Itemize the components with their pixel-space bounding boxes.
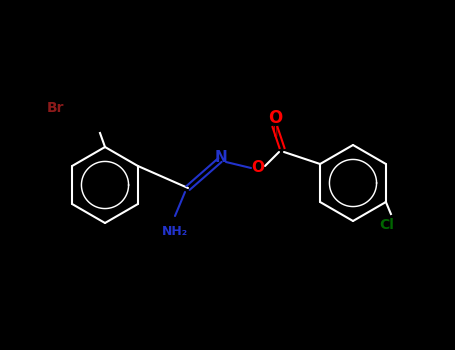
Text: ||: || <box>273 126 279 136</box>
Text: O: O <box>268 109 282 127</box>
Text: N: N <box>215 150 228 166</box>
Text: NH₂: NH₂ <box>162 225 188 238</box>
Text: Br: Br <box>47 101 65 115</box>
Text: Cl: Cl <box>379 218 394 232</box>
Text: O: O <box>252 161 264 175</box>
